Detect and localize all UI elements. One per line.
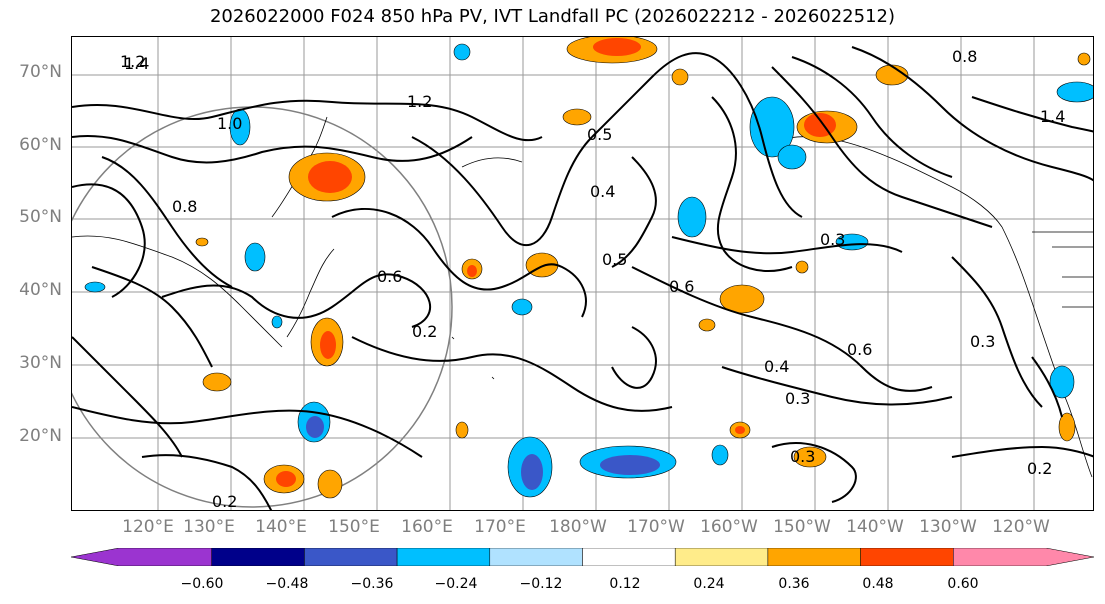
map-panel: 1.2 1.4 1.0 0.8 0.6 0.5 0.4 0.3 0.2 0.6 … <box>71 36 1094 511</box>
contour-label: 1.2 <box>120 52 145 71</box>
contour-label: 0.3 <box>790 447 815 466</box>
colorbar-tick-label: −0.12 <box>519 576 563 592</box>
negative-anomalies <box>84 43 1093 498</box>
contour-label: 1.4 <box>124 54 149 73</box>
pv-contours <box>72 46 1093 510</box>
lat-label: 70°N <box>19 62 62 82</box>
colorbar-tick-label: −0.36 <box>350 576 394 592</box>
lon-label: 120°E <box>122 517 174 537</box>
colorbar-tick-label: 0.12 <box>609 576 641 592</box>
contour-label: 0.2 <box>1027 459 1052 478</box>
contour-label: 0.8 <box>952 47 977 66</box>
colorbar-segment <box>582 548 676 566</box>
contour-label: 0.3 <box>785 389 810 408</box>
colorbar-tick-label: 0.36 <box>778 576 810 592</box>
figure-title: 2026022000 F024 850 hPa PV, IVT Landfall… <box>209 6 896 27</box>
contour-label: 0.8 <box>172 197 197 216</box>
lon-label: 130°E <box>183 517 235 537</box>
colorbar-tick-label: 0.24 <box>693 576 725 592</box>
lat-label: 30°N <box>19 353 62 373</box>
colorbar-segment <box>767 548 861 566</box>
lon-label: 140°W <box>846 517 904 537</box>
colorbar-segment <box>489 548 583 566</box>
lat-label: 40°N <box>19 280 62 300</box>
lat-label: 60°N <box>19 135 62 155</box>
lon-label: 120°W <box>992 517 1050 537</box>
lon-label: 160°W <box>700 517 758 537</box>
coastlines <box>72 116 1093 478</box>
contour-label: 0.3 <box>970 332 995 351</box>
colorbar-tick-label: 0.60 <box>947 576 979 592</box>
lon-label: 150°W <box>773 517 831 537</box>
contour-label: 1.2 <box>407 92 432 111</box>
colorbar-tick-label: −0.48 <box>265 576 309 592</box>
contour-label: 0.5 <box>587 125 612 144</box>
contour-label: 1.0 <box>217 114 242 133</box>
graticule <box>72 37 1093 510</box>
contour-label: 0.4 <box>590 182 615 201</box>
contour-label: 1.4 <box>1040 107 1065 126</box>
contour-label: 0.2 <box>212 492 237 511</box>
contour-label: 0.3 <box>820 230 845 249</box>
colorbar-segment <box>860 548 954 566</box>
colorbar-segment <box>71 548 212 566</box>
colorbar-tick-label: −0.24 <box>434 576 478 592</box>
positive-anomalies <box>195 37 1091 499</box>
lat-label: 20°N <box>19 426 62 446</box>
lon-label: 140°E <box>255 517 307 537</box>
lon-label: 170°W <box>627 517 685 537</box>
colorbar-segment <box>953 548 1094 566</box>
contour-label: 0.6 <box>669 277 694 296</box>
radius-circle <box>72 106 453 508</box>
contour-label: 0.6 <box>847 340 872 359</box>
colorbar-segment <box>674 548 769 566</box>
contour-label: 0.6 <box>377 267 402 286</box>
colorbar-segment <box>304 548 398 566</box>
colorbar <box>71 548 1094 566</box>
lon-label: 160°E <box>401 517 453 537</box>
colorbar-segment <box>211 548 305 566</box>
lon-label: 130°W <box>919 517 977 537</box>
map-canvas: 1.2 1.4 1.0 0.8 0.6 0.5 0.4 0.3 0.2 0.6 … <box>72 37 1093 511</box>
colorbar-segment <box>396 548 491 566</box>
lat-label: 50°N <box>19 207 62 227</box>
colorbar-tick-label: 0.48 <box>862 576 894 592</box>
contour-labels: 1.2 1.4 1.0 0.8 0.6 0.5 0.4 0.3 0.2 0.6 … <box>120 47 1065 511</box>
contour-label: 0.4 <box>764 357 789 376</box>
contour-label: 0.2 <box>412 322 437 341</box>
lon-label: 180°W <box>549 517 607 537</box>
lon-label: 170°E <box>474 517 526 537</box>
lon-label: 150°E <box>328 517 380 537</box>
colorbar-tick-label: −0.60 <box>180 576 224 592</box>
contour-label: 0.5 <box>602 250 627 269</box>
